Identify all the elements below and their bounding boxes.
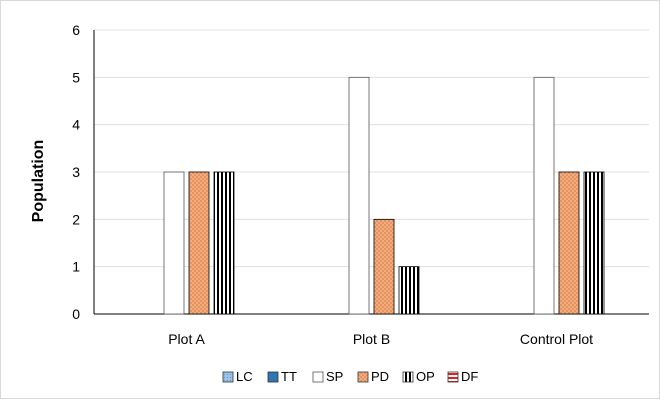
- legend-item-tt: TT: [267, 369, 297, 384]
- legend-swatch: [222, 371, 234, 383]
- bar-pd-0: [188, 171, 210, 315]
- bar-sp-2: [533, 76, 555, 315]
- legend-item-op: OP: [402, 369, 435, 384]
- bars: [163, 76, 605, 315]
- bar-op-1: [398, 266, 420, 315]
- bar-pd-1: [373, 218, 395, 315]
- legend-label: OP: [416, 369, 435, 384]
- legend-swatch: [312, 371, 324, 383]
- legend-label: TT: [281, 369, 297, 384]
- bar-op-0: [213, 171, 235, 315]
- bar-op-2: [583, 171, 605, 315]
- axes: [93, 30, 649, 315]
- bar-sp-1: [348, 76, 370, 315]
- x-tick-label: Plot A: [168, 331, 205, 347]
- gridlines: [94, 29, 649, 268]
- y-tick-label: 2: [72, 211, 80, 227]
- y-tick-label: 6: [72, 22, 80, 38]
- legend-label: SP: [326, 369, 343, 384]
- legend-item-df: DF: [447, 369, 478, 384]
- bar-sp-0: [163, 171, 185, 315]
- legend-swatch: [357, 371, 369, 383]
- legend-label: PD: [371, 369, 389, 384]
- legend-swatch: [402, 371, 414, 383]
- legend-swatch: [447, 371, 459, 383]
- tick-labels: 0 1 2 3 4 5 6 Plot A Plot B Control Plot: [72, 22, 593, 347]
- x-tick-label: Plot B: [353, 331, 390, 347]
- y-tick-label: 3: [72, 164, 80, 180]
- y-tick-label: 4: [72, 117, 80, 133]
- y-tick-label: 5: [72, 69, 80, 85]
- legend-item-lc: LC: [222, 369, 253, 384]
- legend-swatch: [267, 371, 279, 383]
- legend-label: DF: [461, 369, 478, 384]
- y-axis-title: Population: [30, 140, 47, 223]
- x-tick-label: Control Plot: [520, 331, 593, 347]
- legend-item-sp: SP: [312, 369, 343, 384]
- legend: LC TT SP PD OP DF: [222, 369, 478, 384]
- legend-label: LC: [236, 369, 253, 384]
- y-tick-label: 1: [72, 259, 80, 275]
- legend-item-pd: PD: [357, 369, 389, 384]
- bar-pd-2: [558, 171, 580, 315]
- y-tick-label: 0: [72, 306, 80, 322]
